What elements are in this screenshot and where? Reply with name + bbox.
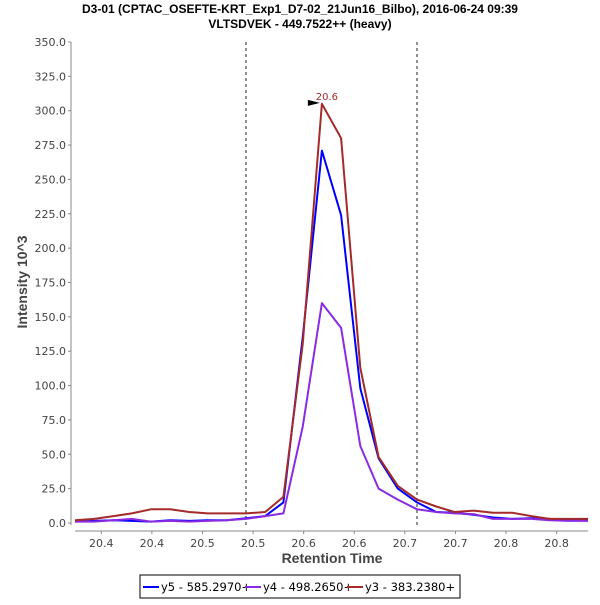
x-tick-label: 20.7 [443,537,468,550]
x-tick-label: 20.8 [494,537,519,550]
x-tick-label: 20.8 [544,537,569,550]
y-tick-label: 100.0 [35,380,67,393]
y-tick-label: 175.0 [35,277,67,290]
y-tick-label: 25.0 [42,483,67,496]
peak-label: 20.6 [316,92,338,103]
legend-label: y4 - 498.2650+ [263,580,353,594]
y-tick-label: 150.0 [35,311,67,324]
y-tick-label: 50.0 [42,448,67,461]
legend: y5 - 585.2970+ y4 - 498.2650+ y3 - 383.238… [139,574,461,599]
y-tick-label: 350.0 [35,36,67,49]
y-tick-label: 0.0 [49,517,67,530]
x-tick-label: 20.4 [140,537,165,550]
legend-label: y5 - 585.2970+ [161,580,251,594]
series-line-y5 [74,149,588,523]
legend-label: y3 - 383.2380+ [365,580,455,594]
series-line-y4 [75,302,588,523]
series-line-y3 [74,102,588,522]
legend-box [139,574,461,599]
chart-subtitle: VLTSDVEK - 449.7522++ (heavy) [208,17,391,31]
y-tick-label: 225.0 [35,208,67,221]
x-tick-label: 20.6 [342,537,367,550]
chart-title: D3-01 (CPTAC_OSEFTE-KRT_Exp1_D7-02_21Jun… [82,2,518,16]
y-tick-label: 250.0 [35,173,67,186]
y-tick-label: 125.0 [35,345,67,358]
y-tick-label: 200.0 [35,242,67,255]
y-tick-label: 300.0 [35,105,67,118]
x-tick-label: 20.7 [393,537,418,550]
x-axis-label: Retention Time [282,550,383,566]
x-tick-label: 20.4 [89,537,114,550]
x-tick-label: 20.6 [291,537,316,550]
y-tick-label: 325.0 [35,70,67,83]
y-tick-label: 75.0 [42,414,67,427]
x-tick-label: 20.5 [190,537,215,550]
y-axis-label: Intensity 10^3 [14,235,30,328]
y-tick-label: 275.0 [35,139,67,152]
x-tick-label: 20.5 [241,537,266,550]
peak-marker-icon [307,99,320,106]
